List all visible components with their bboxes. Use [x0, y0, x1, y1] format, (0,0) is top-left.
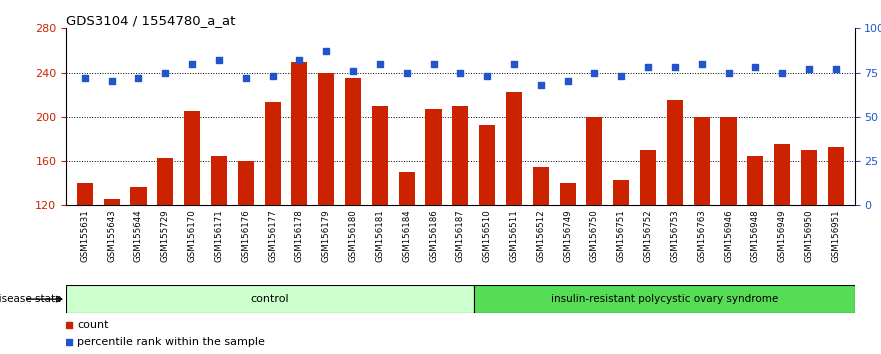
Bar [66, 285, 474, 313]
Text: GSM156751: GSM156751 [617, 209, 626, 262]
Text: GSM156176: GSM156176 [241, 209, 250, 262]
Point [507, 61, 521, 67]
Text: GSM156752: GSM156752 [643, 209, 653, 262]
Text: percentile rank within the sample: percentile rank within the sample [78, 337, 265, 347]
Point [105, 79, 119, 84]
Point [292, 57, 307, 63]
Bar [479, 125, 495, 205]
Text: GSM155729: GSM155729 [161, 209, 170, 262]
Point [239, 75, 253, 81]
Bar [292, 62, 307, 205]
Text: GSM156180: GSM156180 [349, 209, 358, 262]
Point [212, 57, 226, 63]
Text: GSM156511: GSM156511 [509, 209, 518, 262]
Text: GSM155643: GSM155643 [107, 209, 116, 262]
Text: GSM156750: GSM156750 [590, 209, 599, 262]
Bar [264, 102, 281, 205]
Text: GSM156948: GSM156948 [751, 209, 759, 262]
Point [373, 61, 387, 67]
Point [668, 64, 682, 70]
Text: GSM156510: GSM156510 [483, 209, 492, 262]
Point [829, 66, 843, 72]
Bar [828, 147, 844, 205]
Bar [801, 150, 817, 205]
Bar [506, 92, 522, 205]
Text: insulin-resistant polycystic ovary syndrome: insulin-resistant polycystic ovary syndr… [551, 294, 778, 304]
Text: GSM156179: GSM156179 [322, 209, 330, 262]
Point [775, 70, 789, 75]
Text: GSM156186: GSM156186 [429, 209, 438, 262]
Bar [158, 158, 174, 205]
Bar [533, 167, 549, 205]
Point [641, 64, 655, 70]
Text: GSM156951: GSM156951 [832, 209, 840, 262]
Text: GSM156949: GSM156949 [778, 209, 787, 262]
Text: GSM156171: GSM156171 [214, 209, 224, 262]
Text: GSM156178: GSM156178 [295, 209, 304, 262]
Point [534, 82, 548, 88]
Bar [184, 111, 200, 205]
Point [588, 70, 602, 75]
Point [453, 70, 467, 75]
Text: GDS3104 / 1554780_a_at: GDS3104 / 1554780_a_at [66, 14, 235, 27]
Text: GSM156749: GSM156749 [563, 209, 572, 262]
Point [319, 48, 333, 54]
Bar [721, 117, 737, 205]
Bar [130, 187, 146, 205]
Point [694, 61, 708, 67]
Point [63, 339, 77, 345]
Bar [587, 117, 603, 205]
Text: GSM156184: GSM156184 [403, 209, 411, 262]
Bar [640, 150, 656, 205]
Text: GSM156187: GSM156187 [455, 209, 465, 262]
Point [78, 75, 92, 81]
Bar [345, 78, 361, 205]
Bar [774, 144, 790, 205]
Text: GSM156177: GSM156177 [268, 209, 278, 262]
Bar [372, 106, 388, 205]
Bar [77, 183, 93, 205]
Point [614, 73, 628, 79]
Point [131, 75, 145, 81]
Text: GSM156946: GSM156946 [724, 209, 733, 262]
Point [185, 61, 199, 67]
Text: count: count [78, 320, 108, 330]
Text: GSM156950: GSM156950 [804, 209, 813, 262]
Point [748, 64, 762, 70]
Point [346, 68, 360, 74]
Bar [398, 172, 415, 205]
Bar [667, 100, 683, 205]
Point [63, 322, 77, 328]
Text: GSM156512: GSM156512 [537, 209, 545, 262]
Point [159, 70, 173, 75]
Bar [238, 161, 254, 205]
Text: GSM155631: GSM155631 [80, 209, 89, 262]
Point [802, 66, 816, 72]
Bar [613, 180, 629, 205]
Point [560, 79, 574, 84]
Bar [452, 106, 469, 205]
Point [400, 70, 414, 75]
Bar [318, 73, 334, 205]
Bar [693, 117, 710, 205]
Point [722, 70, 736, 75]
Text: control: control [251, 294, 289, 304]
Text: GSM156753: GSM156753 [670, 209, 679, 262]
Bar [211, 155, 227, 205]
Point [426, 61, 440, 67]
Point [480, 73, 494, 79]
Bar [426, 109, 441, 205]
Text: GSM156170: GSM156170 [188, 209, 196, 262]
Text: GSM156763: GSM156763 [697, 209, 707, 262]
Text: disease state: disease state [0, 294, 62, 304]
Bar [104, 199, 120, 205]
Text: GSM156181: GSM156181 [375, 209, 384, 262]
Bar [559, 183, 575, 205]
Bar [747, 155, 763, 205]
Bar [474, 285, 855, 313]
Text: GSM155644: GSM155644 [134, 209, 143, 262]
Point [265, 73, 279, 79]
